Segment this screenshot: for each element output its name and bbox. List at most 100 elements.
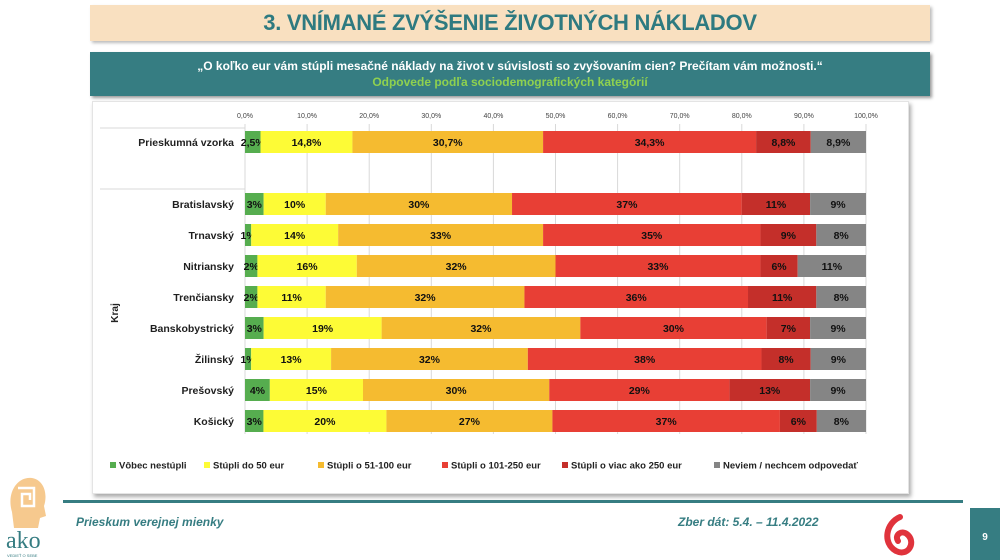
data-label: 2% bbox=[244, 261, 260, 273]
bar-segment bbox=[381, 317, 581, 339]
data-label: 30% bbox=[408, 199, 430, 211]
row-label: Žilinský bbox=[195, 353, 234, 366]
row-label: Trenčiansky bbox=[173, 292, 234, 304]
row-label: Trnavský bbox=[188, 230, 234, 242]
bar-segment bbox=[760, 224, 817, 246]
bar-segment bbox=[245, 348, 252, 370]
data-label: 2% bbox=[244, 292, 260, 304]
swirl-logo-icon bbox=[884, 514, 915, 556]
x-tick-label: 100,0% bbox=[854, 113, 878, 120]
data-label: 33% bbox=[430, 230, 452, 242]
bar-segment bbox=[251, 348, 332, 370]
data-label: 38% bbox=[634, 354, 656, 366]
data-label: 30,7% bbox=[433, 137, 463, 149]
legend-label: Neviem / nechcem odpovedať bbox=[723, 461, 858, 472]
bar-segment bbox=[251, 224, 339, 246]
bar-segment bbox=[356, 255, 556, 277]
x-tick-label: 90,0% bbox=[794, 113, 814, 120]
data-label: 11% bbox=[281, 292, 302, 304]
row-label: Prešovský bbox=[181, 385, 234, 397]
bar-segment bbox=[269, 379, 363, 401]
bar-segment bbox=[816, 410, 866, 432]
data-label: 11% bbox=[822, 261, 843, 273]
data-label: 27% bbox=[459, 416, 481, 428]
data-label: 30% bbox=[663, 323, 685, 335]
legend-swatch bbox=[204, 462, 210, 468]
ako-logo: ako VEDIEŤ O SEBE bbox=[6, 477, 47, 558]
data-label: 9% bbox=[830, 199, 846, 211]
bar-segment bbox=[810, 317, 866, 339]
bar-segment bbox=[245, 286, 258, 308]
legend-label: Stúpli do 50 eur bbox=[213, 461, 285, 472]
data-label: 8% bbox=[834, 416, 850, 428]
bar-segment bbox=[549, 379, 730, 401]
data-label: 37% bbox=[656, 416, 678, 428]
data-label: 19% bbox=[312, 323, 334, 335]
data-label: 10% bbox=[284, 199, 306, 211]
bar-segment bbox=[352, 131, 544, 153]
bar-segment bbox=[760, 255, 798, 277]
bar-segment bbox=[810, 131, 866, 153]
legend-label: Vôbec nestúpli bbox=[119, 461, 187, 472]
bar-segment bbox=[260, 131, 353, 153]
data-label: 4% bbox=[250, 385, 266, 397]
subtitle-rest: podľa sociodemografických kategórií bbox=[431, 75, 648, 89]
bar-segment bbox=[524, 286, 749, 308]
data-label: 13% bbox=[281, 354, 303, 366]
legend-swatch bbox=[442, 462, 448, 468]
bar-segment bbox=[263, 410, 387, 432]
bar-segment bbox=[810, 379, 866, 401]
x-tick-label: 80,0% bbox=[732, 113, 752, 120]
x-tick-label: 30,0% bbox=[421, 113, 441, 120]
data-label: 34,3% bbox=[635, 137, 665, 149]
bar-segment bbox=[766, 317, 811, 339]
data-label: 2,5% bbox=[241, 137, 266, 149]
legend-label: Stúpli o 51-100 eur bbox=[327, 461, 412, 472]
bar-segment bbox=[386, 410, 553, 432]
bar-segment bbox=[245, 131, 261, 153]
data-label: 3% bbox=[247, 416, 263, 428]
data-label: 9% bbox=[831, 354, 847, 366]
bar-segment bbox=[325, 193, 513, 215]
data-label: 8,9% bbox=[826, 137, 851, 149]
data-label: 32% bbox=[470, 323, 492, 335]
bar-segment bbox=[580, 317, 767, 339]
bar-segment bbox=[816, 286, 866, 308]
x-tick-label: 60,0% bbox=[608, 113, 628, 120]
data-label: 15% bbox=[306, 385, 328, 397]
bar-segment bbox=[741, 193, 811, 215]
row-label: Nitriansky bbox=[183, 261, 234, 273]
data-label: 9% bbox=[830, 323, 846, 335]
data-label: 7% bbox=[781, 323, 797, 335]
x-tick-label: 70,0% bbox=[670, 113, 690, 120]
data-label: 20% bbox=[314, 416, 336, 428]
data-label: 8,8% bbox=[771, 137, 796, 149]
data-label: 8% bbox=[778, 354, 794, 366]
bar-segment bbox=[325, 286, 525, 308]
data-label: 14,8% bbox=[292, 137, 322, 149]
bar-segment bbox=[512, 193, 742, 215]
data-label: 32% bbox=[419, 354, 441, 366]
bar-segment bbox=[245, 379, 270, 401]
data-label: 6% bbox=[791, 416, 807, 428]
data-label: 36% bbox=[626, 292, 648, 304]
bar-segment bbox=[797, 255, 866, 277]
data-label: 11% bbox=[766, 199, 787, 211]
data-label: 30% bbox=[446, 385, 468, 397]
data-label: 16% bbox=[297, 261, 319, 273]
bar-segment bbox=[756, 131, 811, 153]
data-label: 6% bbox=[771, 261, 787, 273]
data-label: 35% bbox=[641, 230, 663, 242]
bar-segment bbox=[331, 348, 528, 370]
bar-segment bbox=[257, 286, 326, 308]
bar-segment bbox=[552, 410, 780, 432]
bar-segment bbox=[527, 348, 762, 370]
row-label: Banskobystrický bbox=[150, 323, 234, 335]
bar-segment bbox=[263, 193, 326, 215]
collection-date: Zber dát: 5.4. – 11.4.2022 bbox=[678, 515, 819, 529]
bar-segment bbox=[245, 224, 252, 246]
x-tick-label: 40,0% bbox=[483, 113, 503, 120]
question-text: „O koľko eur vám stúpli mesačné náklady … bbox=[197, 59, 823, 73]
bar-segment bbox=[810, 193, 866, 215]
